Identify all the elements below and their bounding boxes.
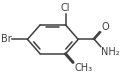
- Text: CH₃: CH₃: [74, 63, 92, 73]
- Text: O: O: [101, 22, 109, 32]
- Text: NH₂: NH₂: [101, 47, 120, 57]
- Text: Br: Br: [1, 34, 12, 44]
- Text: Cl: Cl: [61, 3, 70, 13]
